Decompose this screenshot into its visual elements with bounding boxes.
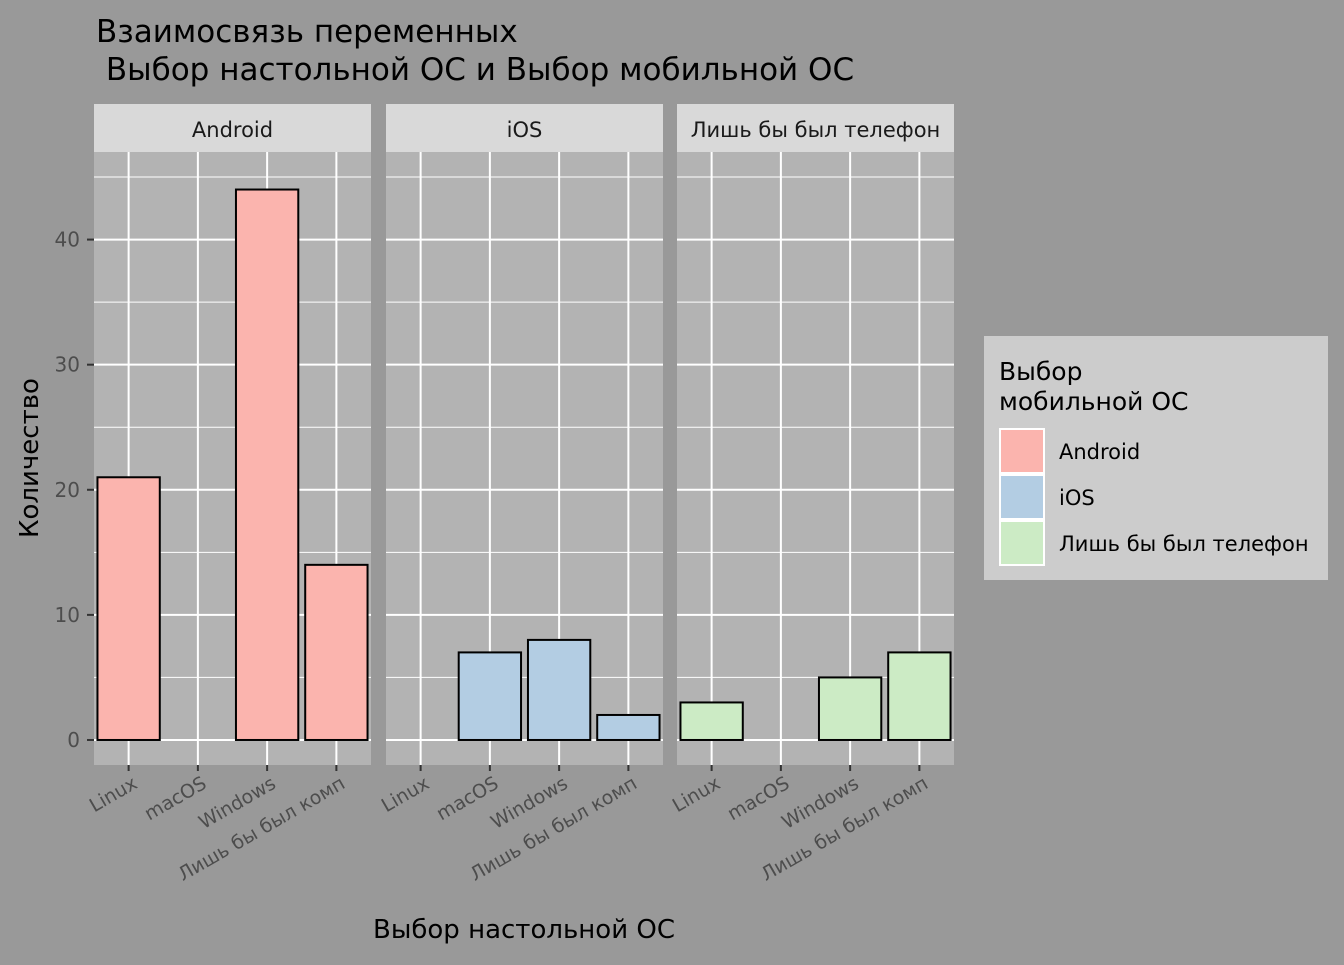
facet-strip-label: iOS xyxy=(507,118,543,142)
bar xyxy=(596,713,661,741)
legend-key xyxy=(999,428,1045,474)
legend-label: Лишь бы был телефон xyxy=(1059,532,1309,556)
bar xyxy=(526,638,592,741)
facet-strip xyxy=(94,104,371,152)
legend-key xyxy=(999,474,1045,520)
bar xyxy=(234,188,300,741)
bar xyxy=(457,651,523,741)
panel-background xyxy=(386,152,663,765)
facet-strip xyxy=(386,104,663,152)
bar xyxy=(817,676,883,741)
legend-label: Android xyxy=(1059,440,1140,464)
bar xyxy=(304,563,369,741)
legend-title-line2: мобильной ОС xyxy=(999,387,1189,416)
legend: Выбор мобильной ОС Android iOS Лишь бы был… xyxy=(984,336,1328,580)
legend-label: iOS xyxy=(1059,486,1095,510)
facet-strip-label: Android xyxy=(192,118,273,142)
y-tick-label: 20 xyxy=(55,478,80,502)
x-axis-title: Выбор настольной ОС xyxy=(373,915,675,945)
y-tick-label: 0 xyxy=(67,728,80,752)
y-axis: 0 10 20 30 40 xyxy=(55,228,94,752)
legend-title-line1: Выбор xyxy=(999,357,1082,386)
y-axis-title: Количество xyxy=(15,378,45,538)
facet-strip xyxy=(677,104,954,152)
legend-key xyxy=(999,520,1045,566)
chart-title-line2: Выбор настольной ОС и Выбор мобильной ОС xyxy=(96,52,854,88)
y-tick-label: 30 xyxy=(55,353,80,377)
legend-keys: Android iOS Лишь бы был телефон xyxy=(999,428,1309,566)
bar xyxy=(679,701,744,741)
facet-strip-label: Лишь бы был телефон xyxy=(691,118,941,142)
y-tick-label: 10 xyxy=(55,603,80,627)
bar xyxy=(887,651,952,741)
chart-title-line1: Взаимосвязь переменных xyxy=(96,14,518,50)
bar xyxy=(96,476,161,741)
y-tick-label: 40 xyxy=(55,228,80,252)
